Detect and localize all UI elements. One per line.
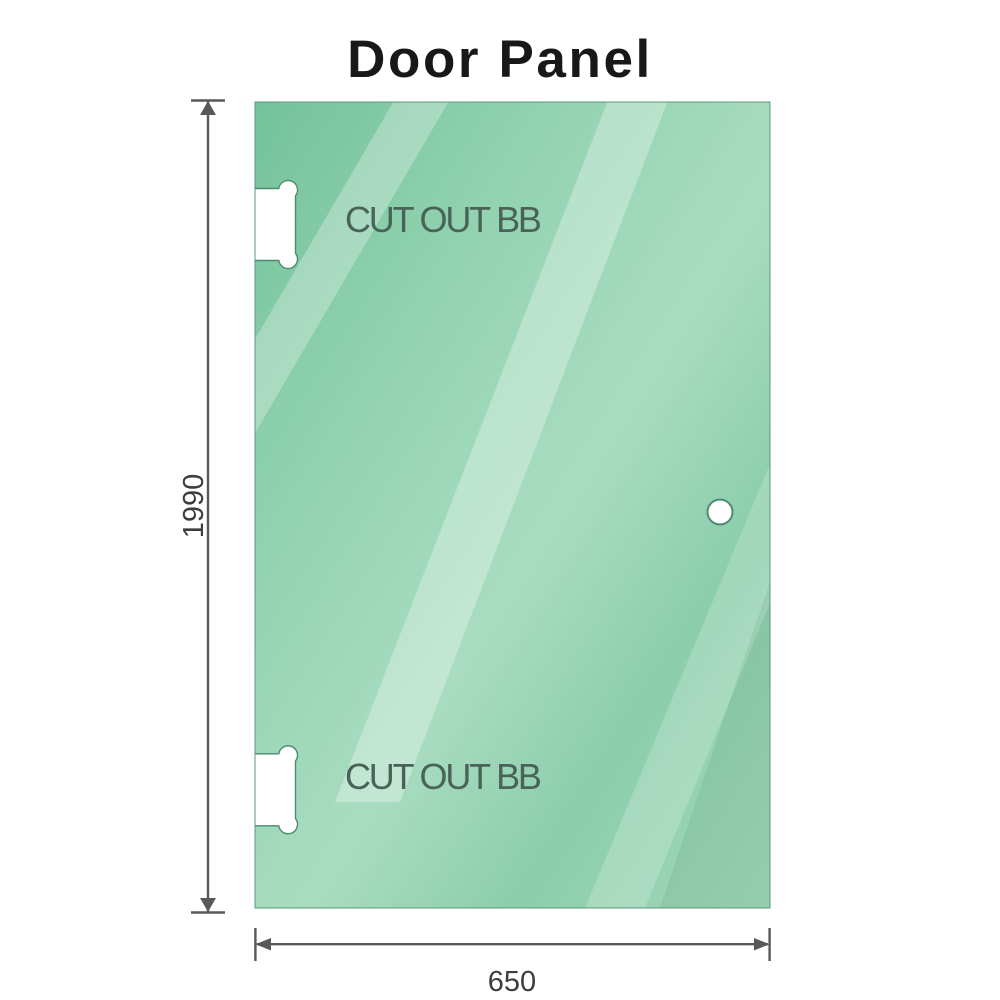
svg-text:CUT OUT BB: CUT OUT BB bbox=[345, 756, 541, 797]
svg-text:CUT OUT BB: CUT OUT BB bbox=[345, 199, 541, 240]
svg-text:650: 650 bbox=[488, 966, 536, 998]
svg-text:1990: 1990 bbox=[178, 474, 210, 539]
